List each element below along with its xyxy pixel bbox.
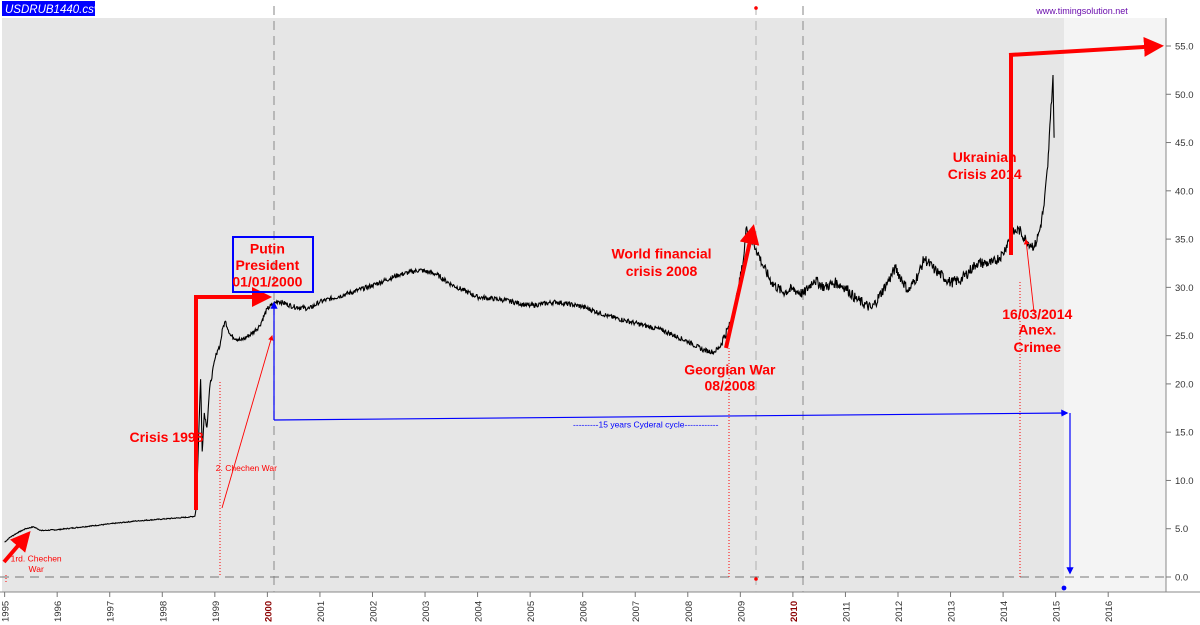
annotation-label: 08/2008 [705,378,756,394]
x-tick-label: 2012 [894,601,905,622]
chechen-war-1-big-arrow [2,530,31,564]
y-tick-label: 30.0 [1175,283,1194,294]
x-tick-label: 2009 [736,601,747,622]
annotation-label: 01/01/2000 [232,273,302,289]
crisis-2008-arrow [724,224,760,349]
x-tick-label: 2008 [684,601,695,622]
x-tick-label: 1998 [158,601,169,622]
putin-box [232,236,314,293]
annotation-label: President [235,257,299,273]
x-tick-label: 2015 [1052,601,1063,622]
x-tick-label: 1995 [1,601,12,622]
x-tick-label: 2011 [841,602,852,622]
annotation-label: Anex. [1018,322,1056,338]
x-tick-label: 2002 [368,601,379,622]
future-area-background [1064,18,1166,592]
y-tick-label: 15.0 [1175,428,1194,439]
y-tick-label: 10.0 [1175,476,1194,487]
x-tick-label: 2016 [1104,601,1115,622]
x-tick-label: 2001 [316,601,327,622]
x-tick-label: 2013 [947,601,958,622]
x-tick-label: 2014 [999,601,1010,622]
y-tick-label: 55.0 [1175,42,1194,53]
annotation-label: Crisis 1998 [130,429,204,445]
annotation-small-label: 1rd. Chechen [11,554,62,564]
price-series-line [4,74,1055,543]
file-title-background [2,1,95,16]
annotation-label: Georgian War [684,361,776,377]
y-tick-label: 25.0 [1175,331,1194,342]
x-tick-label: 1997 [106,601,117,622]
cycle-label: ---------15 years Cyderal cycle---------… [573,419,719,429]
y-tick-label: 50.0 [1175,90,1194,101]
annotation-label: Crisis 2014 [948,166,1022,182]
crimea-arrow [1023,238,1035,313]
annotation-label: 16/03/2014 [1002,306,1072,322]
x-tick-label: 2006 [579,601,590,622]
x-tick-label: 1999 [211,601,222,622]
y-tick-label: 0.0 [1175,573,1188,584]
x-axis-ticks: 1995 1996 1997 1998 1999 2000 2001 2002 2003 2004… [1,592,1115,622]
chechen-war-2-arrow [221,334,274,509]
annotation-label: Ukrainian [953,149,1017,165]
x-tick-label: 2010 [789,601,800,622]
y-tick-label: 20.0 [1175,379,1194,390]
y-tick-label: 45.0 [1175,138,1194,149]
file-title: USDRUB1440.csv [5,4,101,16]
annotation-label: Putin [250,241,285,257]
marker-dot-bottom [754,577,758,581]
annotation-label: crisis 2008 [626,263,698,279]
annotation-small-label: 2. Chechen War [216,463,277,473]
annotation-small-label: War [29,564,44,574]
x-tick-label: 2004 [474,601,485,622]
y-axis-ticks: 0.0 5.0 10.0 15.0 20.0 25.0 30.0 35.0 40.0 45.0 50… [1166,42,1194,584]
x-tick-label: 2007 [631,601,642,622]
watermark-text: www.timingsolution.net [1035,6,1128,16]
y-tick-label: 40.0 [1175,186,1194,197]
x-tick-label: 2003 [421,601,432,622]
annotation-label: World financial [611,245,711,261]
x-tick-label: 1996 [53,601,64,622]
cycle-connector [273,409,1069,421]
crisis-2014-arrow [1008,36,1164,57]
x-tick-label: 2005 [526,601,537,622]
y-tick-label: 35.0 [1175,235,1194,246]
annotation-label: Crimee [1014,339,1062,355]
y-tick-label: 5.0 [1175,524,1188,535]
marker-dot-top [754,6,758,10]
x-tick-label: 2000 [263,601,274,622]
cycle-end-marker [1061,585,1067,591]
